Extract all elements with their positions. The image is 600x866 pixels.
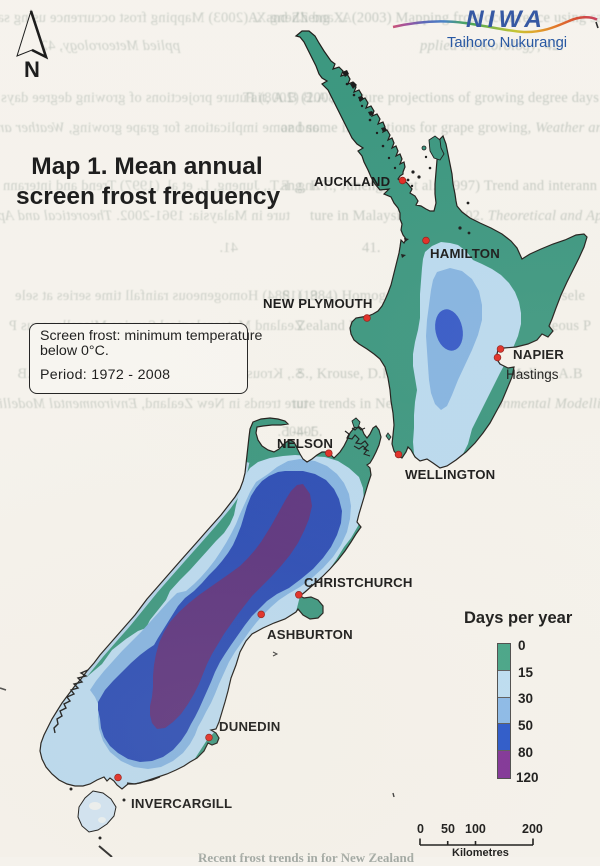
svg-text:Taihoro Nukurangi: Taihoro Nukurangi bbox=[447, 35, 567, 51]
svg-text:NIWA: NIWA bbox=[466, 6, 546, 33]
svg-text:N: N bbox=[24, 57, 40, 82]
